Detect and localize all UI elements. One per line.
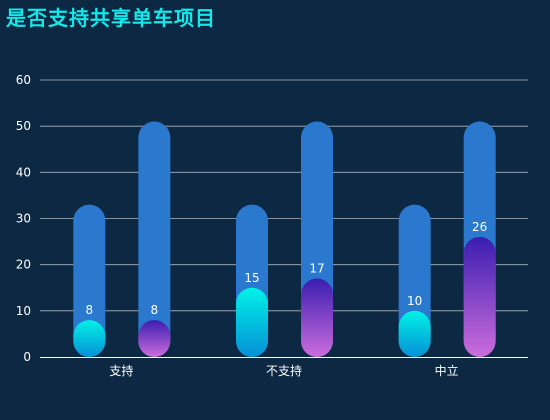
y-tick-label: 20 [16, 258, 31, 272]
y-tick-label: 50 [16, 119, 31, 133]
y-tick-label: 40 [16, 165, 31, 179]
y-tick-label: 0 [23, 350, 31, 364]
y-tick-label: 60 [16, 73, 31, 87]
bar [73, 320, 106, 357]
x-tick-label: 不支持 [266, 363, 302, 378]
data-label: 17 [309, 262, 324, 276]
data-label: 8 [151, 303, 159, 317]
y-tick-label: 30 [16, 212, 31, 226]
data-label: 26 [472, 220, 487, 234]
bar [236, 287, 268, 357]
bar [463, 236, 496, 357]
x-tick-label: 中立 [435, 363, 459, 378]
bar-track [138, 121, 171, 357]
bar-track [73, 204, 106, 357]
data-label: 15 [244, 271, 259, 285]
data-label: 8 [86, 303, 94, 317]
bar [301, 278, 333, 357]
y-tick-label: 10 [16, 304, 31, 318]
chart-title: 是否支持共享单车项目 [6, 6, 216, 30]
x-tick-label: 支持 [109, 363, 133, 378]
bar [398, 310, 431, 357]
bar [138, 320, 171, 357]
data-label: 10 [407, 294, 422, 308]
